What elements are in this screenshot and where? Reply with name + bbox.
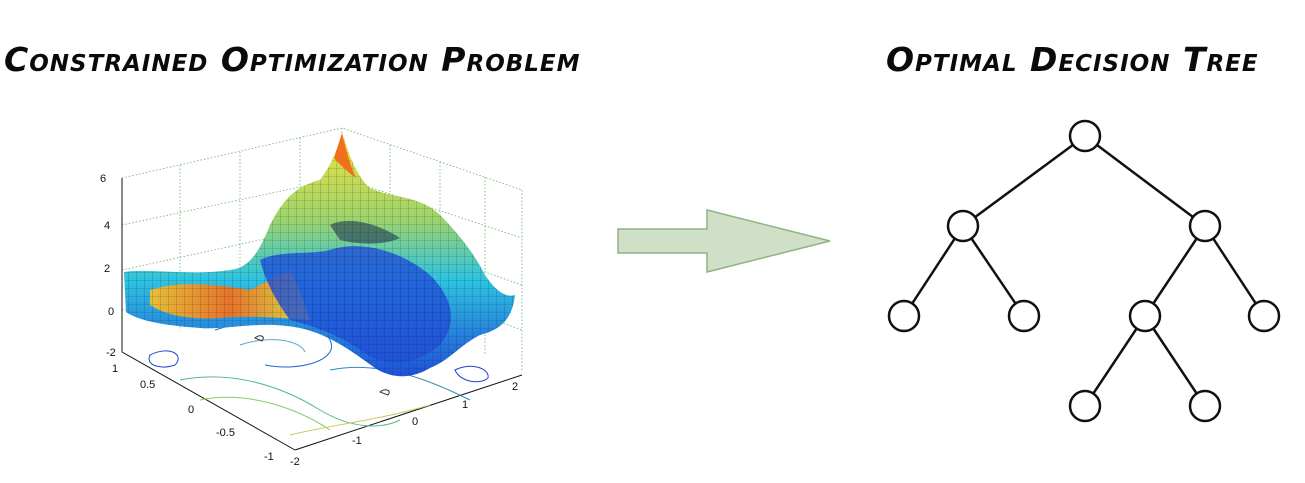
z-tick-labels: 6 4 2 0 -2	[100, 173, 116, 359]
y-tick-labels: 1 0.5 0 -0.5 -1	[112, 363, 274, 463]
z-tick: 0	[108, 306, 114, 318]
tree-node-left-right	[1007, 299, 1041, 333]
tree-node-right-left-right	[1188, 389, 1222, 423]
right-arrow-icon	[617, 209, 831, 273]
tree-nodes	[887, 119, 1281, 423]
x-tick: -2	[290, 456, 300, 468]
tree-edge	[1143, 315, 1207, 407]
z-tick: 4	[104, 220, 110, 232]
surface-plot	[124, 133, 515, 377]
x-tick: 1	[462, 399, 468, 411]
tree-node-right-left-left	[1068, 389, 1102, 423]
tree-node-right	[1188, 209, 1222, 243]
y-tick: 0	[188, 404, 194, 416]
tree-edge	[1084, 135, 1206, 227]
decision-tree	[902, 134, 1266, 407]
tree-node-left-left	[887, 299, 921, 333]
y-tick: 0.5	[140, 379, 155, 391]
tree-edge	[902, 225, 965, 317]
axis-lines	[121, 178, 523, 451]
tree-node-left	[946, 209, 980, 243]
z-tick: 2	[104, 263, 110, 275]
x-tick-labels: -2 -1 0 1 2	[290, 381, 518, 468]
left-title: Constrained Optimization Problem	[4, 40, 581, 79]
tree-edge	[961, 225, 1026, 317]
tree-edge	[1203, 225, 1266, 317]
z-tick: 6	[100, 173, 106, 185]
y-tick: -1	[264, 451, 274, 463]
x-tick: 2	[512, 381, 518, 393]
tree-node-right-right	[1247, 299, 1281, 333]
tree-edge	[962, 134, 1086, 228]
x-tick: 0	[412, 416, 418, 428]
tree-node-root	[1068, 119, 1102, 153]
z-tick: -2	[106, 347, 116, 359]
tree-edge	[1143, 225, 1207, 317]
x-tick: -1	[352, 435, 362, 447]
y-tick: -0.5	[216, 427, 235, 439]
tree-edge	[1083, 315, 1147, 407]
tree-node-right-left	[1128, 299, 1162, 333]
y-tick: 1	[112, 363, 118, 375]
right-title: Optimal Decision Tree	[886, 40, 1259, 79]
